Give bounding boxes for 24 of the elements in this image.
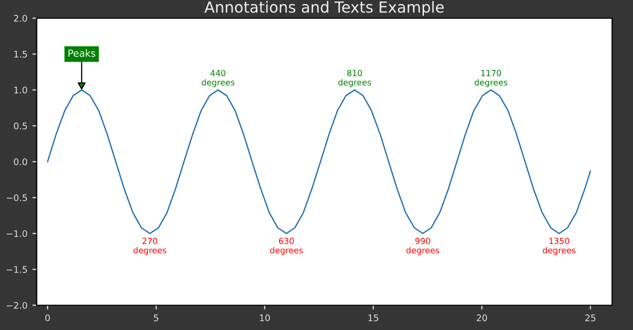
y-tick-label: 1.5 — [14, 50, 27, 58]
x-tick-label: 0 — [45, 314, 50, 322]
x-tick-label: 10 — [260, 314, 270, 322]
x-tick-label: 25 — [585, 314, 596, 322]
annotation: 1170 degrees — [474, 70, 508, 88]
x-tick-label: 5 — [154, 314, 158, 322]
annotation: 810 degrees — [338, 70, 371, 88]
y-tick-label: −1.0 — [6, 230, 28, 238]
y-tick-label: −1.5 — [6, 266, 27, 273]
y-tick-label: 1.0 — [14, 86, 28, 94]
annotation: 440 degrees — [202, 70, 234, 88]
chart-title: Annotations and Texts Example — [204, 0, 444, 16]
annotation: 990 degrees — [406, 238, 440, 256]
x-tick-label: 15 — [368, 314, 378, 322]
x-tick-label: 20 — [476, 314, 487, 322]
annotation: 270 degrees — [134, 238, 166, 256]
annotation: 630 degrees — [270, 238, 303, 256]
annotation: 1350 degrees — [542, 238, 576, 256]
y-tick-label: 0.0 — [14, 158, 28, 166]
y-tick-label: 2.0 — [14, 14, 28, 22]
annotation: Peaks — [68, 49, 96, 57]
y-tick-label: −2.0 — [6, 302, 28, 309]
y-tick-label: 0.5 — [14, 122, 27, 130]
y-tick-label: −0.5 — [6, 194, 27, 202]
